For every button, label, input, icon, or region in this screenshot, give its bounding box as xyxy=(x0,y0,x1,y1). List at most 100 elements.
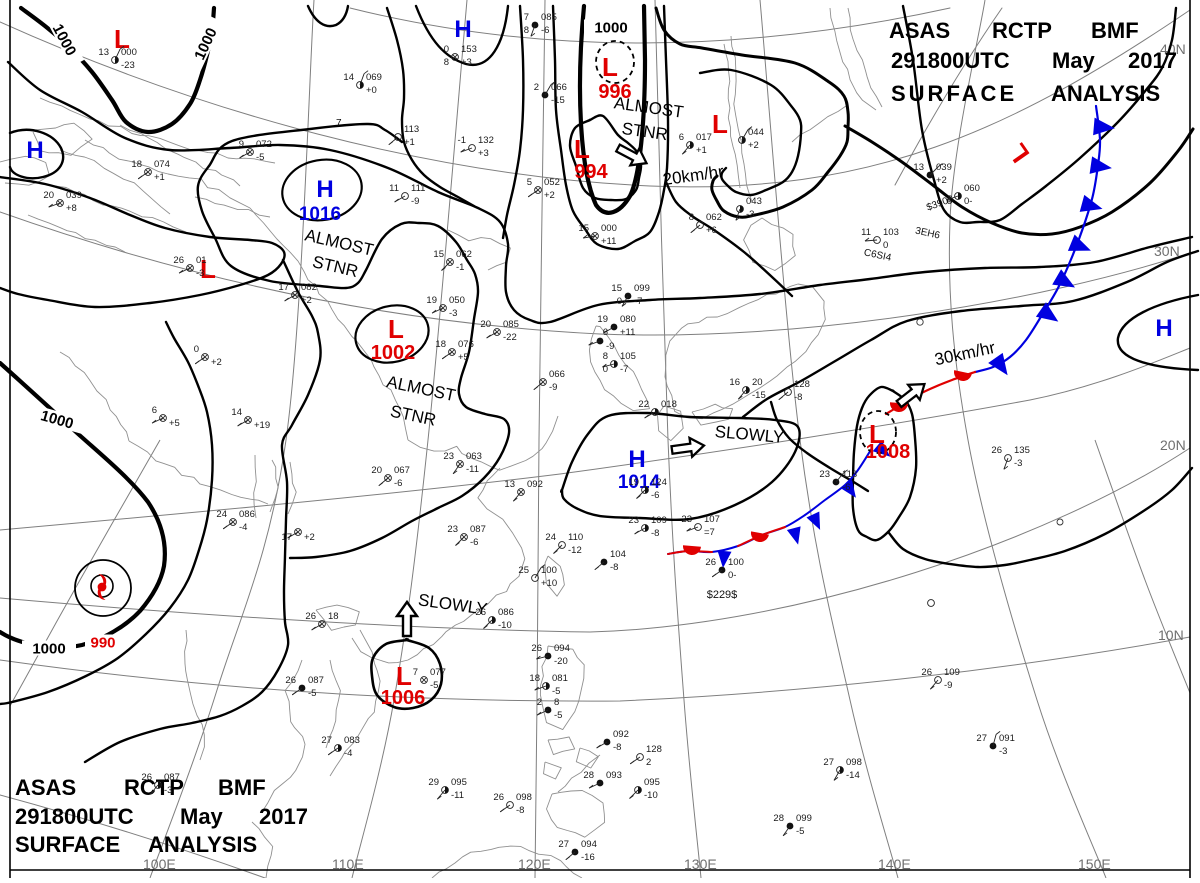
svg-text:26: 26 xyxy=(305,611,316,622)
svg-text:+1: +1 xyxy=(154,172,165,183)
svg-text:+10: +10 xyxy=(541,578,557,589)
svg-text:0: 0 xyxy=(883,240,888,251)
svg-text:ANALYSIS: ANALYSIS xyxy=(148,832,257,857)
svg-text:113: 113 xyxy=(842,469,857,480)
svg-text:27: 27 xyxy=(321,735,332,746)
svg-text:-8: -8 xyxy=(610,562,618,573)
svg-text:+2: +2 xyxy=(301,295,312,306)
svg-text:2017: 2017 xyxy=(259,804,308,829)
svg-text:-8: -8 xyxy=(613,742,621,753)
svg-text:8: 8 xyxy=(444,57,449,68)
svg-text:-3: -3 xyxy=(164,785,172,796)
svg-text:$229$: $229$ xyxy=(707,589,738,601)
svg-text:18: 18 xyxy=(529,673,540,684)
svg-text:13: 13 xyxy=(913,162,924,173)
svg-text:BMF: BMF xyxy=(218,775,266,800)
svg-text:8: 8 xyxy=(689,212,694,223)
svg-text:-6: -6 xyxy=(651,490,659,501)
svg-text:128: 128 xyxy=(794,379,810,390)
svg-text:087: 087 xyxy=(308,675,324,686)
svg-text:000: 000 xyxy=(601,223,617,234)
svg-text:100: 100 xyxy=(541,565,557,576)
svg-text:153: 153 xyxy=(461,44,477,55)
svg-text:+11: +11 xyxy=(620,327,635,338)
svg-text:-22: -22 xyxy=(503,332,517,343)
svg-text:052: 052 xyxy=(544,177,560,188)
svg-text:14: 14 xyxy=(343,72,354,83)
svg-text:110E: 110E xyxy=(332,856,364,872)
svg-text:H: H xyxy=(1155,315,1172,342)
svg-text:27: 27 xyxy=(558,839,569,850)
svg-text:RCTP: RCTP xyxy=(124,775,184,800)
svg-text:-3: -3 xyxy=(449,308,457,319)
svg-text:11: 11 xyxy=(861,227,871,238)
svg-text:291800UTC: 291800UTC xyxy=(891,48,1010,73)
svg-text:13: 13 xyxy=(98,47,109,58)
svg-text:-5: -5 xyxy=(308,688,316,699)
svg-text:091: 091 xyxy=(999,733,1015,744)
svg-text:ASAS: ASAS xyxy=(889,18,950,43)
svg-text:26: 26 xyxy=(493,792,504,803)
svg-text:092: 092 xyxy=(613,729,629,740)
svg-text:20: 20 xyxy=(480,319,491,330)
svg-text:077: 077 xyxy=(430,667,446,678)
svg-text:128: 128 xyxy=(646,744,662,755)
svg-text:L: L xyxy=(712,109,728,139)
svg-text:H: H xyxy=(26,137,43,164)
svg-text:150E: 150E xyxy=(1078,856,1111,872)
svg-text:23: 23 xyxy=(681,514,692,525)
svg-text:+2: +2 xyxy=(211,357,222,368)
svg-text:15: 15 xyxy=(611,283,622,294)
svg-text:083: 083 xyxy=(344,735,360,746)
svg-text:17: 17 xyxy=(281,532,292,543)
svg-text:082: 082 xyxy=(301,282,317,293)
svg-text:105: 105 xyxy=(620,351,636,362)
svg-text:-5: -5 xyxy=(552,686,560,697)
svg-text:14: 14 xyxy=(231,407,242,418)
svg-text:0-: 0- xyxy=(728,570,736,581)
svg-text:10N: 10N xyxy=(1158,627,1184,643)
svg-text:15: 15 xyxy=(578,223,589,234)
svg-text:7: 7 xyxy=(524,12,529,23)
svg-text:-10: -10 xyxy=(644,790,658,801)
svg-text:094: 094 xyxy=(554,643,570,654)
svg-text:28: 28 xyxy=(773,813,784,824)
svg-text:26: 26 xyxy=(285,675,296,686)
svg-text:17: 17 xyxy=(278,282,289,293)
svg-text:-3: -3 xyxy=(1014,458,1022,469)
svg-text:L: L xyxy=(396,661,412,691)
svg-text:099: 099 xyxy=(796,813,812,824)
svg-text:+3: +3 xyxy=(478,148,489,159)
svg-text:111: 111 xyxy=(411,183,425,194)
svg-text:6: 6 xyxy=(603,327,608,338)
svg-text:-0: -0 xyxy=(441,44,449,55)
svg-text:26: 26 xyxy=(921,667,932,678)
svg-text:110: 110 xyxy=(568,532,583,543)
svg-text:086: 086 xyxy=(239,509,255,520)
svg-text:27: 27 xyxy=(823,757,834,768)
svg-text:-23: -23 xyxy=(121,60,135,71)
svg-text:-5: -5 xyxy=(554,710,562,721)
svg-text:23: 23 xyxy=(628,515,639,526)
svg-text:SURFACE: SURFACE xyxy=(15,832,120,857)
svg-text:-9: -9 xyxy=(944,680,952,691)
svg-text:066: 066 xyxy=(549,369,565,380)
svg-text:20: 20 xyxy=(371,465,382,476)
svg-text:3EH6: 3EH6 xyxy=(914,226,941,242)
svg-text:24: 24 xyxy=(216,509,227,520)
svg-text:994: 994 xyxy=(574,161,608,183)
svg-text:063: 063 xyxy=(466,451,482,462)
svg-text:-6: -6 xyxy=(541,25,549,36)
svg-text:26: 26 xyxy=(475,607,486,618)
svg-text:000: 000 xyxy=(121,47,137,58)
svg-text:-6: -6 xyxy=(470,537,478,548)
svg-text:130E: 130E xyxy=(684,856,717,872)
svg-text:060: 060 xyxy=(964,183,980,194)
svg-text:+19: +19 xyxy=(254,420,270,431)
svg-text:092: 092 xyxy=(527,479,543,490)
svg-text:-14: -14 xyxy=(846,770,860,781)
svg-text:1016: 1016 xyxy=(299,204,341,225)
svg-text:+8: +8 xyxy=(66,203,77,214)
svg-text:SURFACE: SURFACE xyxy=(891,81,1017,106)
svg-text:1000: 1000 xyxy=(32,641,65,658)
